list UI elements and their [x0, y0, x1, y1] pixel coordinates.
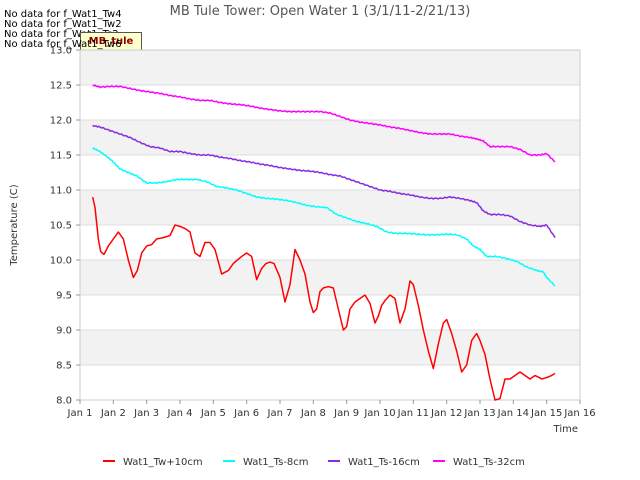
y-tick-label: 8.0 [56, 396, 72, 407]
grid-band [80, 155, 580, 190]
grid-band [80, 190, 580, 225]
x-tick-label: Jan 3 [133, 408, 159, 419]
grid-band [80, 120, 580, 155]
y-tick-label: 9.5 [56, 291, 72, 302]
y-tick-label: 11.5 [50, 151, 72, 162]
series-line-Wat1_Tw+10cm [91, 196, 556, 401]
grid-band [80, 365, 580, 400]
series-line-Wat1_Ts-8cm [92, 146, 556, 287]
x-tick-label: Jan 8 [300, 408, 326, 419]
x-tick-label: Jan 9 [333, 408, 359, 419]
no-data-note-2: No data for f_Wat1_Tw2 [4, 19, 122, 30]
legend-label: Wat1_Ts-16cm [348, 457, 420, 468]
no-data-note-3: No data for f_Wat1_Ts2 [4, 29, 119, 40]
grid-band [80, 330, 580, 365]
y-tick-label: 11.0 [50, 186, 72, 197]
y-axis-ticks: 8.0 8.5 9.0 9.5 10.0 10.5 11.0 11.5 12.0 12.5 13.0 [50, 46, 80, 407]
grid-band [80, 295, 580, 330]
series-lines [91, 84, 556, 401]
no-data-note-1: No data for f_Wat1_Tw4 [4, 9, 122, 20]
legend-label: Wat1_Ts-32cm [453, 457, 525, 468]
x-tick-label: Jan 14 [497, 408, 529, 419]
y-tick-label: 12.0 [50, 116, 72, 127]
grid-band [80, 50, 580, 85]
series-line-Wat1_Ts-32cm [92, 84, 556, 163]
x-tick-label: Jan 4 [167, 408, 193, 419]
x-tick-label: Jan 1 [67, 408, 93, 419]
grid-band [80, 225, 580, 260]
y-tick-label: 10.5 [50, 221, 72, 232]
x-tick-label: Jan 15 [530, 408, 562, 419]
y-axis-label: Temperature (C) [9, 184, 20, 266]
chart-title: MB Tule Tower: Open Water 1 (3/1/11-2/21… [170, 4, 471, 19]
legend-label: Wat1_Tw+10cm [123, 457, 203, 468]
legend-label: Wat1_Ts-8cm [243, 457, 309, 468]
grid-band [80, 260, 580, 295]
y-tick-label: 12.5 [50, 81, 72, 92]
x-tick-label: Jan 2 [100, 408, 126, 419]
x-axis-label: Time [553, 424, 578, 435]
no-data-note-4: No data for f_Wat1_Tw6 [4, 39, 122, 50]
grid-band [80, 85, 580, 120]
x-tick-label: Jan 16 [563, 408, 595, 419]
x-tick-label: Jan 5 [200, 408, 226, 419]
x-tick-label: Jan 7 [267, 408, 293, 419]
x-axis-ticks: Jan 1 Jan 2 Jan 3 Jan 4 Jan 5 Jan 6 Jan 7 Jan 8… [67, 400, 596, 419]
y-tick-label: 9.0 [56, 326, 72, 337]
x-tick-label: Jan 10 [363, 408, 395, 419]
y-tick-label: 8.5 [56, 361, 72, 372]
x-tick-label: Jan 12 [430, 408, 462, 419]
y-tick-label: 13.0 [50, 46, 72, 57]
x-tick-label: Jan 13 [463, 408, 495, 419]
grid-bands [80, 50, 580, 400]
series-line-Wat1_Ts-16cm [92, 124, 556, 238]
y-tick-label: 10.0 [50, 256, 72, 267]
x-tick-label: Jan 6 [233, 408, 259, 419]
x-tick-label: Jan 11 [397, 408, 429, 419]
legend: Wat1_Tw+10cm Wat1_Ts-8cm Wat1_Ts-16cm Wat1_… [103, 457, 525, 468]
